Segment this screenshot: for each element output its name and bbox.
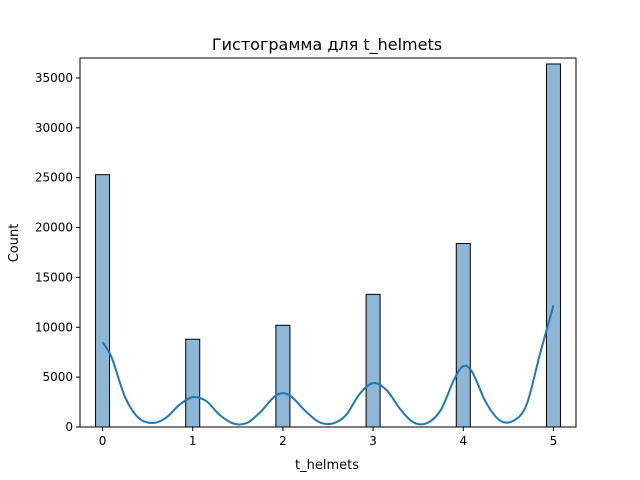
histogram-bar xyxy=(545,63,561,428)
histogram-bar xyxy=(95,174,111,428)
x-tick-label: 2 xyxy=(279,434,287,448)
x-tick-label: 1 xyxy=(189,434,197,448)
kde-line xyxy=(101,305,555,426)
y-tick-label: 10000 xyxy=(35,320,73,334)
chart-title: Гистограмма для t_helmets xyxy=(212,35,442,55)
x-tick-label: 4 xyxy=(459,434,467,448)
plot-frame xyxy=(79,57,577,428)
axes-layer xyxy=(79,57,577,428)
bars-layer xyxy=(95,63,561,428)
y-tick-label: 30000 xyxy=(35,121,73,135)
ticks-layer: 0 1 2 3 4 5 0 5000 10000 15000 20000 25000 30000 3500… xyxy=(35,71,557,448)
y-tick-label: 5000 xyxy=(42,370,73,384)
y-tick-label: 0 xyxy=(65,420,73,434)
histogram-bar xyxy=(455,242,471,428)
y-axis-label: Count xyxy=(7,224,22,263)
kde-layer xyxy=(101,305,555,426)
x-tick-label: 5 xyxy=(550,434,558,448)
y-tick-label: 25000 xyxy=(35,171,73,185)
histogram-bar xyxy=(275,324,291,428)
y-tick-label: 15000 xyxy=(35,270,73,284)
histogram-bar xyxy=(185,338,201,428)
y-tick-label: 20000 xyxy=(35,221,73,235)
x-axis-label: t_helmets xyxy=(295,458,359,473)
y-tick-label: 35000 xyxy=(35,71,73,85)
x-tick-label: 3 xyxy=(369,434,377,448)
x-tick-label: 0 xyxy=(99,434,107,448)
histogram-bar xyxy=(365,293,381,428)
